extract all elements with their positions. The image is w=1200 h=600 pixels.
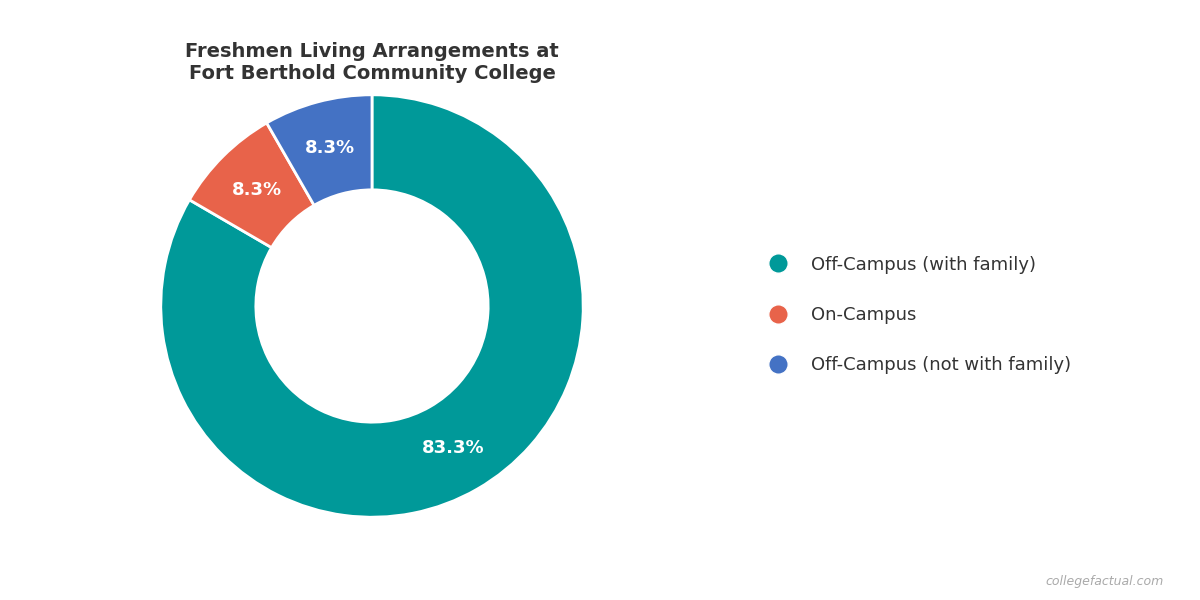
Text: 8.3%: 8.3% — [232, 181, 282, 199]
Text: 83.3%: 83.3% — [422, 439, 485, 457]
Text: 8.3%: 8.3% — [305, 139, 355, 157]
Wedge shape — [190, 123, 314, 248]
Text: Freshmen Living Arrangements at
Fort Berthold Community College: Freshmen Living Arrangements at Fort Ber… — [185, 42, 559, 83]
Legend: Off-Campus (with family), On-Campus, Off-Campus (not with family): Off-Campus (with family), On-Campus, Off… — [754, 248, 1078, 382]
Wedge shape — [266, 95, 372, 205]
Text: collegefactual.com: collegefactual.com — [1045, 575, 1164, 588]
Wedge shape — [161, 95, 583, 517]
